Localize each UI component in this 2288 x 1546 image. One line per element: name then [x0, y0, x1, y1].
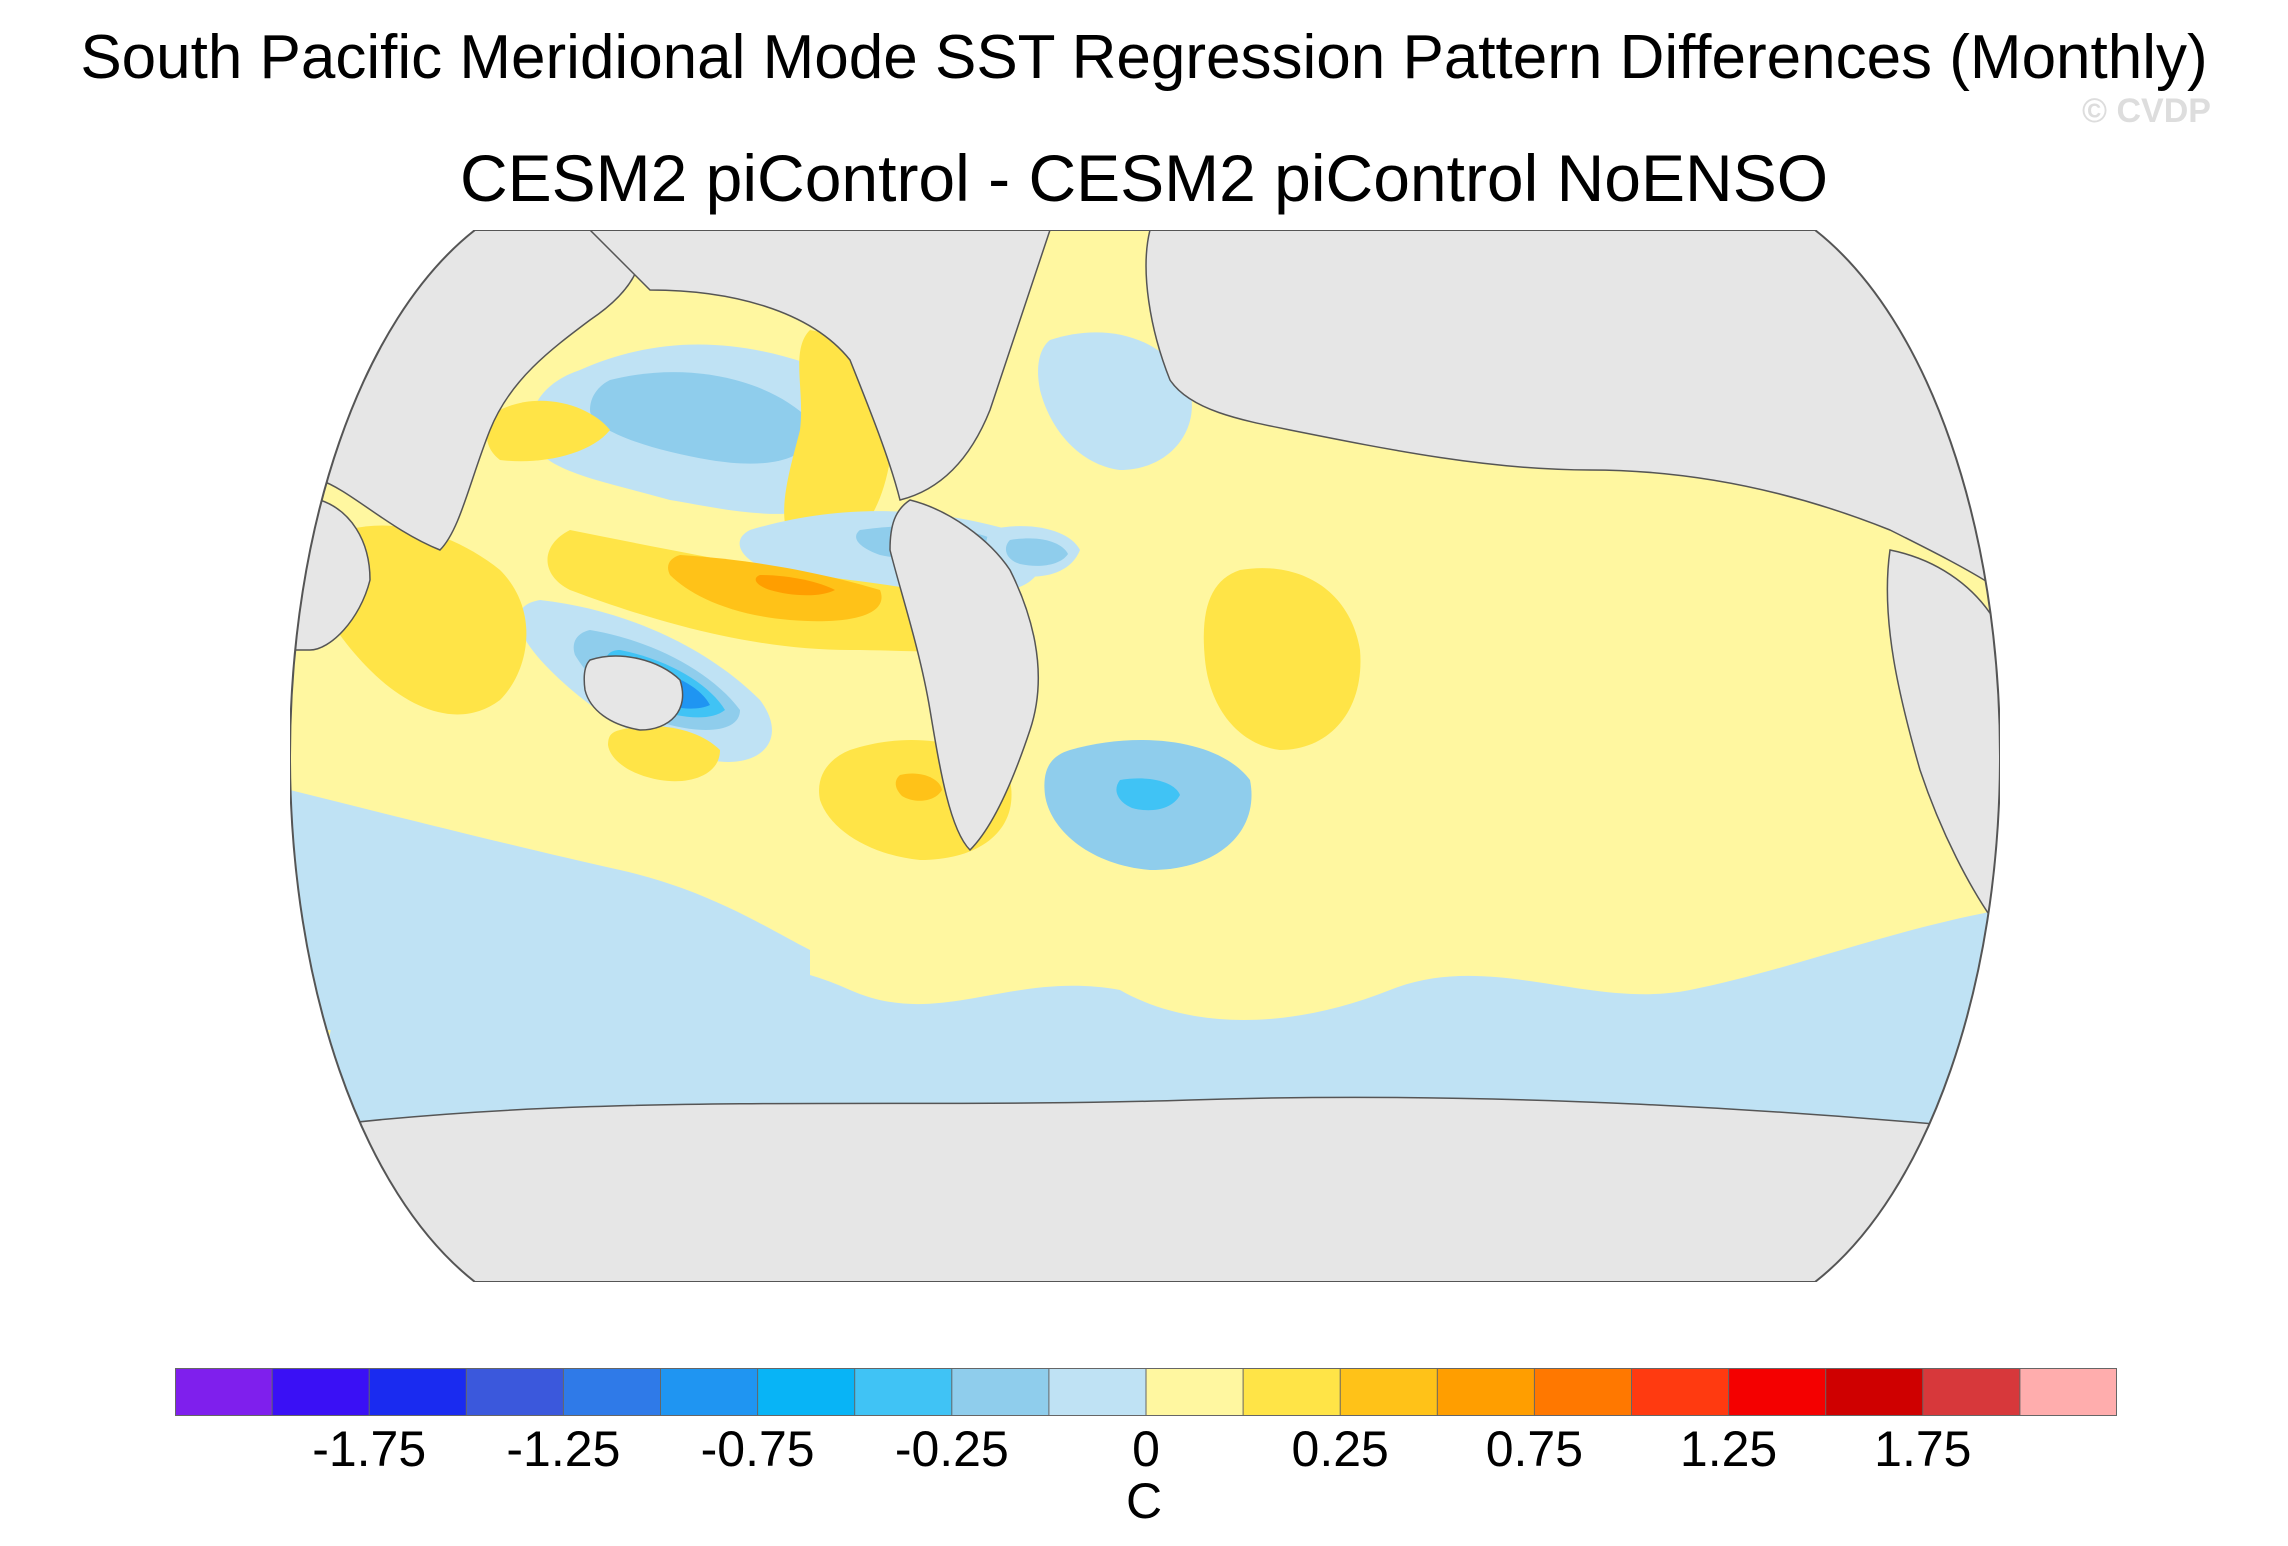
antarctica — [290, 1096, 2000, 1282]
north-pacific-inner — [590, 372, 812, 464]
credit-watermark: © CVDP — [2082, 92, 2211, 130]
colorbar-swatch — [175, 1368, 273, 1416]
africa-west — [1886, 549, 2000, 933]
south-america — [889, 499, 1040, 852]
colorbar-tick-label: 1.75 — [1874, 1421, 1972, 1477]
colorbar-swatch — [1534, 1368, 1633, 1416]
equatorial-pacific-max — [755, 575, 835, 596]
colorbar-tick-label: 0 — [1132, 1421, 1160, 1477]
colorbar-swatch — [466, 1368, 564, 1416]
eastern-tropical-pacific-inner — [1005, 538, 1068, 566]
southeast-pacific-core — [895, 773, 942, 801]
colorbar-swatch — [1243, 1368, 1341, 1416]
indian-ocean-negative — [290, 790, 810, 1030]
eurasia-east — [1145, 230, 2000, 592]
colorbar-swatch — [660, 1368, 759, 1416]
colorbar-swatch — [951, 1368, 1050, 1416]
north-america-west — [588, 230, 1052, 501]
colorbar-tick-label: -0.25 — [894, 1421, 1009, 1477]
south-atlantic-positive — [1203, 568, 1361, 750]
colorbar-units: C — [1125, 1473, 1163, 1529]
colorbar-swatch — [563, 1368, 662, 1416]
colorbar-swatch — [1631, 1368, 1730, 1416]
colorbar-swatch — [369, 1368, 467, 1416]
colorbar-frame — [175, 1368, 2117, 1416]
map-border — [290, 230, 2000, 1282]
north-atlantic-negative — [1038, 332, 1192, 470]
colorbar-swatch — [1825, 1368, 1924, 1416]
colorbar-tick-label: 1.25 — [1679, 1421, 1778, 1477]
world-map — [290, 230, 2000, 1282]
colorbar-tick-label: -1.75 — [312, 1421, 427, 1477]
australia — [583, 655, 684, 731]
kuroshio-positive — [486, 400, 610, 462]
colorbar-swatch — [1340, 1368, 1438, 1416]
colorbar-swatch — [272, 1368, 370, 1416]
colorbar-swatch — [2019, 1368, 2117, 1416]
figure-title: South Pacific Meridional Mode SST Regres… — [80, 23, 2208, 92]
colorbar-swatch — [1922, 1368, 2021, 1416]
colorbar-tick-label: 0.25 — [1291, 1421, 1389, 1477]
colorbar-swatch — [854, 1368, 953, 1416]
colorbar-tick-label: 0.75 — [1485, 1421, 1584, 1477]
colorbar-swatch — [1728, 1368, 1827, 1416]
colorbar-tick-label: -1.25 — [506, 1421, 621, 1477]
colorbar-swatch — [1437, 1368, 1535, 1416]
colorbar-swatch — [1146, 1368, 1244, 1416]
colorbar-tick-label: -0.75 — [700, 1421, 815, 1477]
map-subtitle: CESM2 piControl - CESM2 piControl NoENSO — [459, 141, 1829, 215]
tasman-positive — [608, 726, 720, 782]
south-atlantic-core — [1116, 778, 1180, 811]
colorbar-swatch — [1048, 1368, 1147, 1416]
colorbar — [175, 1368, 2117, 1416]
colorbar-swatch — [757, 1368, 856, 1416]
